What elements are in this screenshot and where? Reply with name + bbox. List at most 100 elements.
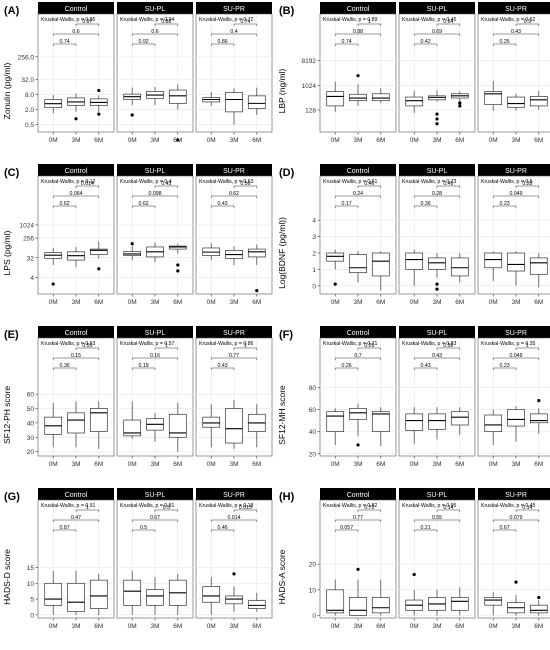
p-value-label: 0.92 [139, 39, 149, 45]
p-value-label: 0.17 [342, 201, 352, 207]
boxplot-6m [371, 579, 390, 616]
p-value-label: 0.21 [421, 525, 431, 531]
boxplot-6m [450, 91, 469, 108]
box-iqr [168, 89, 187, 104]
facet-strip [38, 488, 114, 500]
boxplot-6m [529, 253, 548, 288]
p-value-bracket [154, 347, 179, 350]
box-iqr [326, 411, 345, 432]
p-value-label: 0.74 [60, 39, 70, 45]
y-tick-label: 30 [27, 435, 35, 442]
x-tick-label: 0M [207, 299, 216, 306]
y-tick-label: 40 [27, 420, 35, 427]
boxplot-0m [123, 570, 142, 615]
p-value-label: 0.26 [342, 363, 352, 369]
boxplot-0m [326, 249, 345, 286]
panel-letter: (H) [279, 491, 295, 503]
box-iqr [326, 91, 345, 107]
chart-d: (D) Log(BDNF (pg/ml)) 0 1 2 3 4 Control Kruskal-… [277, 164, 550, 306]
outlier-point [176, 269, 180, 273]
boxplot-3m [146, 412, 164, 442]
x-tick-label: 0M [128, 137, 137, 144]
outlier-point [356, 443, 360, 447]
facet-title: SU-PR [223, 6, 245, 13]
p-value-label: 0.16 [150, 353, 160, 359]
outlier-point [232, 572, 236, 576]
x-tick-label: 0M [49, 137, 58, 144]
x-tick-label: 0M [410, 461, 419, 468]
facet-title: SU-PL [427, 330, 448, 337]
p-value-label: 0.74 [342, 39, 352, 45]
kruskal-wallis-label: Kruskal-Wallis, p = 0.89 [323, 17, 378, 23]
boxplot-0m [405, 572, 424, 616]
p-value-label: 0.56 [240, 181, 250, 187]
p-value-bracket [154, 23, 179, 26]
p-value-label: 0.43 [432, 353, 442, 359]
p-value-label: 0.43 [218, 363, 228, 369]
facet-strip [320, 2, 396, 14]
x-tick-label: 0M [128, 299, 137, 306]
box-iqr [67, 412, 85, 434]
x-tick-label: 0M [410, 137, 419, 144]
p-value-bracket [334, 357, 382, 360]
x-tick-label: 6M [376, 461, 385, 468]
y-tick-label: 5 [30, 597, 34, 604]
facet-su-pr: SU-PR Kruskal-Wallis, p = 0.86 0.430.77 1 0M… [195, 326, 273, 468]
outlier-point [435, 122, 439, 126]
outlier-point [435, 117, 439, 121]
boxplot-3m [67, 570, 85, 615]
boxplot-0m [123, 242, 142, 261]
kruskal-wallis-label: Kruskal-Wallis, p = 0.72 [199, 17, 254, 23]
y-tick-label: 256.0 [18, 54, 35, 61]
x-tick-label: 0M [207, 461, 216, 468]
x-tick-label: 6M [455, 137, 464, 144]
p-value-bracket [334, 205, 359, 208]
boxplot-6m [168, 84, 187, 142]
boxplot-3m [428, 589, 446, 616]
boxplot-6m [247, 404, 266, 448]
box-iqr [507, 252, 525, 272]
facet-strip [320, 164, 396, 176]
box-iqr [428, 413, 446, 430]
kruskal-wallis-label: Kruskal-Wallis, p = 0.91 [41, 503, 96, 509]
p-value-label: 0.86 [218, 39, 228, 45]
p-value-bracket [413, 367, 438, 370]
facet-strip [478, 326, 550, 338]
p-value-label: 0.77 [353, 515, 363, 521]
outlier-point [412, 572, 416, 577]
x-tick-label: 0M [489, 299, 498, 306]
p-value-bracket [413, 519, 461, 522]
boxplot-3m [349, 74, 367, 106]
boxplot-0m [326, 81, 345, 112]
box-iqr [247, 95, 266, 109]
p-value-bracket [52, 195, 100, 198]
p-value-bracket [334, 519, 382, 522]
boxplot-6m [371, 88, 390, 104]
facet-title: Control [65, 492, 88, 499]
y-tick-label: 10 [27, 581, 35, 588]
x-tick-label: 3M [511, 137, 520, 144]
x-tick-label: 0M [489, 461, 498, 468]
box-iqr [349, 408, 367, 420]
box-iqr [428, 257, 446, 270]
p-value-label: 1 [244, 343, 247, 349]
p-value-label: 1 [368, 19, 371, 25]
x-tick-label: 3M [353, 461, 362, 468]
x-tick-label: 0M [331, 299, 340, 306]
p-value-bracket [210, 367, 235, 370]
x-tick-label: 0M [49, 461, 58, 468]
outlier-point [255, 289, 259, 293]
p-value-bracket [210, 33, 258, 36]
p-value-bracket [357, 185, 382, 188]
p-value-bracket [357, 509, 382, 512]
x-tick-label: 6M [534, 299, 543, 306]
p-value-bracket [413, 195, 461, 198]
p-value-label: 0.97 [82, 19, 92, 25]
y-axis-label: HADS-A score [277, 549, 287, 604]
box-iqr [484, 252, 503, 269]
boxplot-3m [428, 407, 446, 440]
box-iqr [202, 416, 221, 428]
boxplot-0m [484, 251, 503, 281]
p-value-bracket [210, 529, 235, 532]
facet-su-pl: SU-PL Kruskal-Wallis, p = 0.73 0.360.280.4… [398, 164, 476, 306]
